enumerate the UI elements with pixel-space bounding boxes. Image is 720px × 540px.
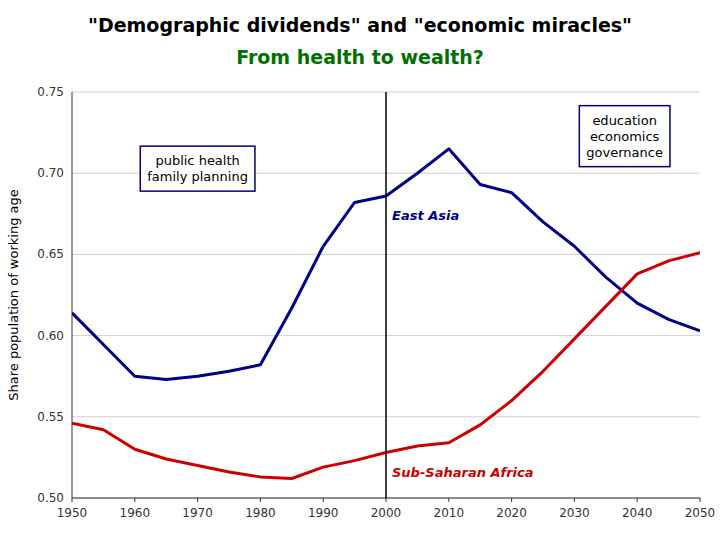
annotation-box: public healthfamily planning — [140, 146, 255, 191]
y-tick-label: 0.50 — [37, 491, 64, 505]
series-label: Sub-Saharan Africa — [392, 465, 534, 480]
x-tick-label: 2000 — [371, 506, 402, 520]
x-tick-label: 2040 — [622, 506, 653, 520]
x-tick-label: 2050 — [685, 506, 716, 520]
x-tick-label: 2030 — [559, 506, 590, 520]
y-axis-label: Share population of working age — [6, 189, 21, 401]
annotation-box: educationeconomicsgovernance — [579, 106, 670, 167]
series-label: East Asia — [392, 208, 459, 223]
x-tick — [511, 498, 512, 502]
annotation: public healthfamily planning — [147, 153, 248, 184]
subtitle: From health to wealth? — [236, 46, 484, 68]
grid — [72, 92, 700, 498]
x-tick — [574, 498, 575, 502]
x-tick — [197, 498, 198, 502]
title: "Demographic dividends" and "economic mi… — [88, 14, 632, 36]
x-tick — [386, 498, 387, 502]
x-tick-label: 1980 — [245, 506, 276, 520]
x-tick — [448, 498, 449, 502]
x-tick-label: 1960 — [120, 506, 151, 520]
x-tick-label: 2020 — [496, 506, 527, 520]
x-tick — [260, 498, 261, 502]
chart: "Demographic dividends" and "economic mi… — [0, 0, 720, 540]
x-tick-label: 1950 — [57, 506, 88, 520]
x-tick-label: 2010 — [434, 506, 465, 520]
x-tick — [637, 498, 638, 502]
annotation: educationeconomicsgovernance — [586, 113, 663, 160]
y-tick-label: 0.65 — [37, 247, 64, 261]
x-tick — [72, 498, 73, 502]
x-tick — [134, 498, 135, 502]
annotation-frame — [140, 146, 255, 191]
x-tick-label: 1970 — [182, 506, 213, 520]
y-tick-label: 0.75 — [37, 85, 64, 99]
reference-line — [385, 92, 387, 498]
y-tick-label: 0.70 — [37, 166, 64, 180]
y-tick-label: 0.60 — [37, 329, 64, 343]
x-tick-label: 1990 — [308, 506, 339, 520]
x-tick — [700, 498, 701, 502]
x-tick — [323, 498, 324, 502]
y-axis — [72, 92, 73, 498]
annotation-frame — [579, 106, 670, 167]
y-tick-label: 0.55 — [37, 410, 64, 424]
plot-area — [72, 92, 700, 498]
